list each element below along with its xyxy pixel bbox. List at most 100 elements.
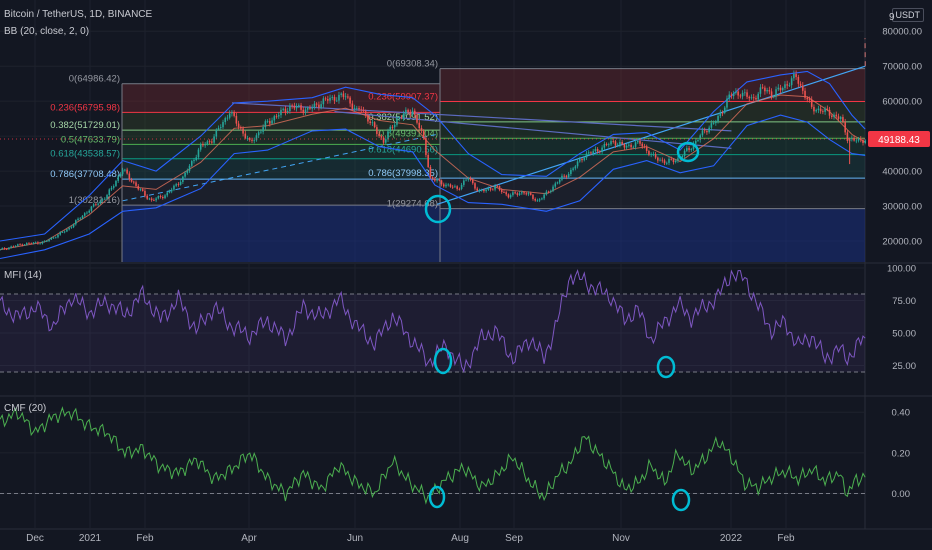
candle-body (251, 139, 253, 141)
candle-body (442, 184, 445, 187)
fib-zone (122, 112, 440, 131)
annotation-circle-cmf-july[interactable] (428, 485, 446, 509)
candle-body (677, 158, 679, 161)
symbol-title[interactable]: Bitcoin / TetherUS, 1D, BINANCE (4, 9, 153, 20)
candle-body (643, 146, 646, 148)
candles (0, 70, 867, 251)
candle-body (184, 172, 186, 177)
candle-body (313, 103, 316, 108)
candle-body (456, 186, 458, 189)
candle-body (585, 153, 588, 158)
candle-body (322, 98, 325, 105)
candle-body (282, 108, 285, 110)
candle-body (391, 126, 394, 128)
candle-body (157, 196, 160, 199)
annotation-circle-price-dec[interactable] (676, 141, 700, 163)
candle-body (723, 107, 726, 113)
candle-body (654, 154, 657, 158)
candle-body (273, 116, 276, 121)
candle-body (440, 180, 443, 185)
candle-body (193, 160, 195, 162)
candle-body (376, 127, 378, 134)
candle-body (766, 90, 768, 92)
mfi-title[interactable]: MFI (14) (4, 270, 42, 281)
candle-body (757, 93, 759, 100)
cmf-title[interactable]: CMF (20) (4, 403, 47, 414)
candle-body (556, 182, 559, 184)
candle-body (284, 108, 287, 113)
annotation-circle-price-june[interactable] (424, 194, 452, 224)
candle-body (128, 173, 131, 180)
x-tick-label: Jun (347, 533, 363, 544)
candle-body (639, 140, 641, 144)
candle-body (293, 105, 296, 109)
candle-body (340, 93, 342, 95)
candle-body (427, 154, 429, 167)
candle-body (712, 123, 715, 124)
candle-body (257, 132, 260, 136)
candle-body (32, 242, 35, 244)
candle-body (634, 142, 637, 147)
currency-button[interactable]: USDT (891, 8, 924, 22)
candle-body (830, 115, 833, 117)
candle-body (853, 137, 855, 141)
candle-body (402, 113, 405, 119)
candle-body (90, 206, 93, 211)
fib-level-label: 0.786(37998.35) (368, 168, 438, 179)
candle-body (518, 193, 521, 195)
fib-level-label: 0.786(37708.48) (50, 169, 120, 180)
price-tick-label: 60000.00 (882, 97, 922, 108)
candle-body (231, 112, 233, 114)
annotation-circle-cmf-dec[interactable] (671, 488, 691, 512)
candle-body (0, 249, 1, 251)
candle-body (405, 109, 407, 114)
candle-body (808, 99, 811, 101)
candle-body (770, 91, 773, 97)
candle-body (416, 114, 418, 123)
fibonacci-retracements[interactable]: 0(64986.42) 0.236(56795.98) 0.382(51729.01… (50, 59, 865, 262)
candle-body (222, 122, 224, 128)
candle-body (826, 108, 829, 110)
candle-body (126, 169, 128, 174)
candle-body (572, 168, 574, 170)
x-tick-label: Feb (777, 533, 795, 544)
candle-body (14, 245, 17, 247)
annotation-circles[interactable] (424, 141, 700, 512)
candle-body (344, 96, 347, 98)
fib-zone (440, 121, 865, 139)
candle-body (260, 131, 262, 133)
candle-body (436, 179, 438, 181)
candle-body (610, 141, 612, 145)
candle-body (851, 137, 853, 139)
candle-body (554, 183, 557, 187)
candle-body (298, 105, 300, 107)
candle-body (37, 242, 39, 244)
candle-body (719, 112, 722, 116)
candle-body (755, 97, 757, 100)
candle-body (291, 105, 293, 107)
candle-body (10, 246, 12, 248)
candle-body (690, 149, 693, 150)
candle-body (182, 176, 184, 182)
candle-body (797, 76, 800, 84)
candle-body (431, 177, 434, 179)
candle-body (632, 146, 635, 148)
candle-body (793, 74, 795, 79)
candle-body (804, 90, 806, 98)
annotation-circle-mfi-dec[interactable] (656, 355, 676, 379)
annotation-circle-mfi-july[interactable] (433, 347, 453, 375)
candle-body (115, 180, 117, 187)
bb-indicator-label[interactable]: BB (20, close, 2, 0) (4, 26, 90, 37)
candle-body (509, 195, 512, 198)
candle-body (681, 155, 684, 158)
candle-body (79, 218, 82, 220)
fib-level-label: 0(64986.42) (69, 74, 120, 85)
candle-body (396, 118, 398, 125)
candle-body (779, 87, 782, 91)
candle-body (429, 166, 432, 178)
candle-body (242, 128, 244, 134)
price-tick-label: 70000.00 (882, 62, 922, 73)
candle-body (579, 159, 581, 162)
candle-body (81, 215, 84, 219)
